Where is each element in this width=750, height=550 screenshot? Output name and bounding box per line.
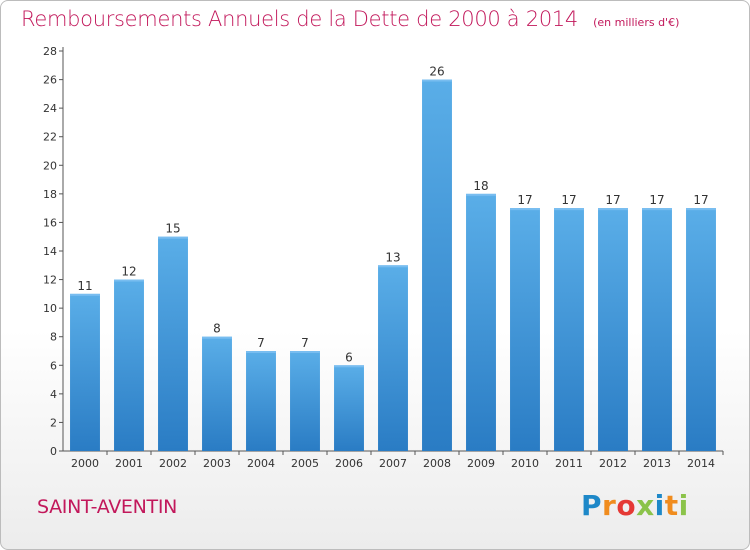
- x-tick-label: 2011: [555, 457, 583, 470]
- x-tick-label: 2006: [335, 457, 363, 470]
- bar: [114, 279, 144, 451]
- y-tick-label: 10: [43, 302, 57, 315]
- bar-highlight: [554, 208, 584, 211]
- chart-title-row: Remboursements Annuels de la Dette de 20…: [21, 7, 679, 31]
- bar: [70, 293, 100, 451]
- bar-highlight: [202, 336, 232, 339]
- x-tick-label: 2003: [203, 457, 231, 470]
- bar-highlight: [422, 79, 452, 82]
- brand-letter: x: [636, 489, 655, 522]
- bar: [598, 208, 628, 451]
- brand-letter: t: [664, 489, 679, 522]
- y-tick-label: 12: [43, 274, 57, 287]
- brand-letter: P: [581, 489, 603, 522]
- bar-highlight: [158, 236, 188, 239]
- x-tick-label: 2009: [467, 457, 495, 470]
- x-tick-label: 2002: [159, 457, 187, 470]
- proxiti-logo: Proxiti: [581, 489, 689, 522]
- data-label: 7: [301, 336, 309, 350]
- y-tick-label: 26: [43, 74, 57, 87]
- x-tick-label: 2004: [247, 457, 275, 470]
- bar-highlight: [334, 365, 364, 368]
- bar: [290, 351, 320, 451]
- x-tick-label: 2012: [599, 457, 627, 470]
- x-tick-label: 2008: [423, 457, 451, 470]
- bar-highlight: [246, 351, 276, 353]
- y-tick-label: 16: [43, 216, 57, 229]
- bar: [422, 79, 452, 452]
- y-tick-label: 6: [50, 359, 57, 372]
- y-tick-label: 20: [43, 159, 57, 172]
- bar: [510, 208, 540, 451]
- bar-highlight: [70, 293, 100, 296]
- chart-unit: (en milliers d'€): [593, 16, 680, 29]
- data-label: 17: [649, 193, 664, 207]
- y-tick-label: 22: [43, 131, 57, 144]
- city-name: SAINT-AVENTIN: [37, 496, 178, 518]
- y-tick-label: 24: [43, 102, 57, 115]
- bar: [466, 193, 496, 451]
- y-tick-label: 2: [50, 416, 57, 429]
- x-tick-label: 2014: [687, 457, 715, 470]
- bar: [246, 351, 276, 451]
- chart-title: Remboursements Annuels de la Dette de 20…: [21, 7, 578, 31]
- brand-letter: i: [678, 489, 689, 522]
- data-label: 15: [165, 222, 180, 236]
- bar: [554, 208, 584, 451]
- bar: [334, 365, 364, 451]
- brand-letter: o: [616, 489, 637, 522]
- y-tick-label: 8: [50, 331, 57, 344]
- data-label: 6: [345, 350, 353, 364]
- brand-letter: r: [602, 489, 617, 522]
- data-label: 13: [385, 250, 400, 264]
- data-label: 11: [77, 279, 92, 293]
- data-label: 8: [213, 322, 221, 336]
- x-tick-label: 2013: [643, 457, 671, 470]
- data-label: 17: [517, 193, 532, 207]
- x-tick-label: 2010: [511, 457, 539, 470]
- bar-highlight: [114, 279, 144, 282]
- bar-highlight: [598, 208, 628, 211]
- y-tick-label: 14: [43, 245, 57, 258]
- brand-letter: i: [654, 489, 665, 522]
- y-tick-label: 0: [50, 445, 57, 458]
- data-label: 17: [605, 193, 620, 207]
- bar: [202, 336, 232, 451]
- bar-highlight: [642, 208, 672, 211]
- data-label: 17: [693, 193, 708, 207]
- data-label: 26: [429, 65, 444, 79]
- y-tick-label: 28: [43, 45, 57, 58]
- bar: [158, 236, 188, 451]
- y-tick-label: 18: [43, 188, 57, 201]
- bar: [378, 265, 408, 451]
- y-tick-label: 4: [50, 388, 57, 401]
- bar-highlight: [466, 193, 496, 196]
- data-label: 12: [121, 265, 136, 279]
- bar: [686, 208, 716, 451]
- bar-highlight: [686, 208, 716, 211]
- data-label: 7: [257, 336, 265, 350]
- data-label: 18: [473, 179, 488, 193]
- x-tick-label: 2001: [115, 457, 143, 470]
- x-tick-label: 2000: [71, 457, 99, 470]
- data-label: 17: [561, 193, 576, 207]
- bar-highlight: [510, 208, 540, 211]
- bar: [642, 208, 672, 451]
- bar-highlight: [378, 265, 408, 268]
- x-tick-label: 2007: [379, 457, 407, 470]
- bar-highlight: [290, 351, 320, 353]
- x-tick-label: 2005: [291, 457, 319, 470]
